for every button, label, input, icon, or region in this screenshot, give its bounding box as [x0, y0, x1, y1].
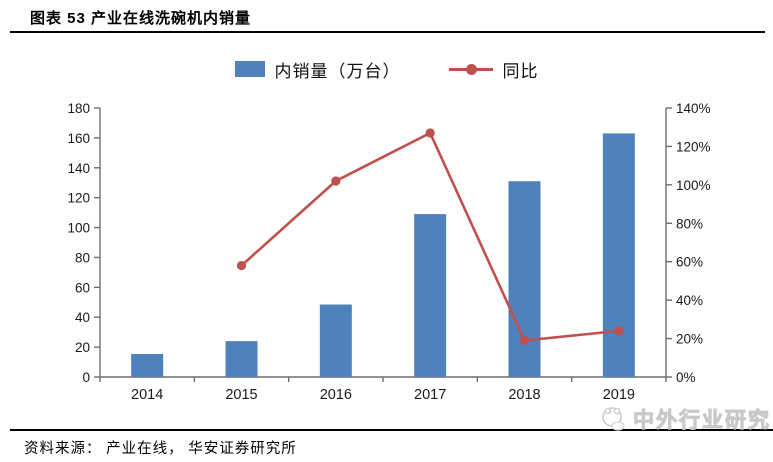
- legend-yoy-label: 同比: [502, 61, 539, 81]
- source-note: 资料来源： 产业在线， 华安证券研究所: [24, 441, 297, 457]
- bar-2019: [602, 133, 635, 377]
- left-axis-tick-label: 160: [67, 131, 90, 146]
- right-axis-tick-label: 0%: [676, 370, 696, 385]
- x-axis-category-label: 2019: [603, 387, 635, 403]
- left-axis-tick-label: 120: [67, 191, 90, 206]
- x-axis-category-label: 2015: [225, 387, 257, 403]
- left-axis-tick-label: 0: [82, 370, 90, 385]
- right-axis-tick-label: 80%: [676, 216, 703, 231]
- left-axis-tick-label: 80: [75, 250, 90, 265]
- left-axis-tick-label: 40: [75, 310, 90, 325]
- bar-2017: [414, 214, 447, 377]
- watermark-logo-icon: [602, 407, 625, 431]
- left-axis-tick-label: 60: [75, 280, 90, 295]
- x-axis-category-label: 2014: [131, 387, 163, 403]
- left-axis-tick-label: 140: [67, 161, 90, 176]
- bar-2014: [131, 353, 164, 377]
- yoy-marker-2015: [236, 260, 247, 271]
- watermark-text: 中外行业研究: [633, 409, 771, 433]
- bar-2018: [508, 181, 541, 377]
- left-axis-tick-label: 20: [75, 340, 90, 355]
- header-rule: [10, 31, 765, 33]
- right-axis-tick-label: 140%: [676, 101, 711, 116]
- x-axis-category-label: 2016: [320, 387, 352, 403]
- left-axis-tick-label: 100: [67, 221, 90, 236]
- figure-title: 图表 53 产业在线洗碗机内销量: [30, 10, 252, 27]
- bar-2015: [225, 341, 258, 377]
- right-axis-tick-label: 100%: [676, 178, 711, 193]
- watermark: 中外行业研究: [599, 404, 771, 434]
- yoy-marker-2018: [519, 335, 530, 346]
- right-axis-tick-label: 120%: [676, 139, 711, 154]
- x-axis-category-label: 2017: [414, 387, 446, 403]
- line-marker-icon: [448, 61, 493, 77]
- legend-item-yoy: 同比: [448, 57, 539, 82]
- right-axis-tick-label: 60%: [676, 255, 703, 270]
- bar-2016: [319, 304, 352, 377]
- chart-legend: 内销量（万台） 同比: [0, 54, 773, 84]
- yoy-marker-2016: [331, 176, 341, 186]
- footer-rule: [10, 429, 773, 431]
- right-axis-tick-label: 20%: [676, 332, 703, 347]
- legend-sales-label: 内销量（万台）: [274, 61, 401, 81]
- right-axis-tick-label: 40%: [676, 293, 703, 308]
- legend-item-sales: 内销量（万台）: [234, 57, 401, 82]
- left-axis-tick-label: 180: [67, 101, 90, 116]
- bar-swatch-icon: [234, 61, 265, 77]
- x-axis-category-label: 2018: [508, 387, 540, 403]
- yoy-marker-2017: [425, 128, 435, 138]
- yoy-marker-2019: [614, 326, 624, 336]
